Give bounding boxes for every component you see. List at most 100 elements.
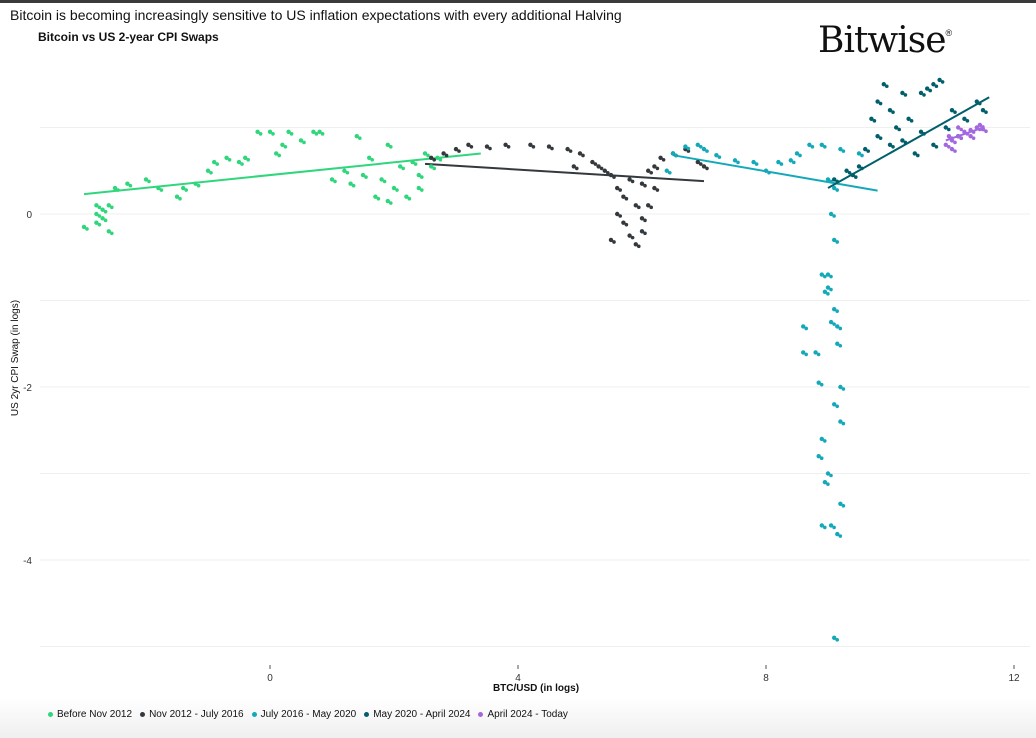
data-point-series-0 [385, 142, 390, 147]
data-point-series-0 [382, 179, 387, 184]
data-point-series-0 [289, 132, 294, 136]
data-point-series-3 [844, 168, 849, 173]
data-point-series-2 [841, 503, 846, 508]
data-point-series-0 [413, 162, 418, 166]
data-point-series-3 [980, 108, 986, 113]
data-point-series-0 [420, 175, 424, 179]
data-point-series-1 [506, 145, 511, 149]
data-point-series-3 [878, 136, 883, 140]
legend-item: May 2020 - April 2024 [364, 709, 470, 720]
data-point-series-3 [860, 166, 864, 171]
x-tick-label: 0 [267, 673, 273, 684]
data-point-series-2 [835, 309, 839, 313]
data-point-series-2 [828, 523, 834, 528]
data-point-series-3 [925, 86, 930, 91]
data-point-series-1 [624, 222, 629, 227]
data-point-series-1 [633, 203, 638, 208]
data-point-series-3 [872, 119, 877, 123]
data-point-series-4 [962, 129, 967, 135]
data-point-series-0 [97, 222, 102, 227]
data-point-series-3 [869, 116, 874, 122]
data-point-series-1 [686, 149, 691, 153]
data-point-series-2 [829, 473, 833, 478]
data-point-series-2 [819, 142, 824, 147]
legend-label: Nov 2012 - July 2016 [149, 709, 244, 720]
data-point-series-2 [804, 326, 808, 331]
legend-dot-icon [140, 712, 146, 717]
data-point-series-1 [602, 168, 607, 173]
chart-title: Bitcoin vs US 2-year CPI Swaps [38, 30, 219, 44]
data-point-series-2 [819, 523, 824, 528]
data-point-series-0 [298, 138, 304, 143]
data-point-series-1 [618, 188, 622, 192]
data-point-series-2 [807, 142, 812, 147]
data-point-series-2 [794, 151, 800, 156]
data-point-series-2 [813, 350, 818, 355]
data-points [81, 77, 988, 642]
data-point-series-0 [100, 207, 105, 212]
data-point-series-0 [147, 179, 151, 184]
trend-line-series-1 [424, 162, 705, 183]
data-point-series-1 [652, 185, 657, 191]
data-point-series-2 [816, 454, 821, 459]
data-point-series-0 [128, 183, 133, 188]
data-point-series-2 [705, 149, 709, 153]
data-point-series-1 [637, 244, 641, 249]
data-point-series-4 [974, 125, 979, 130]
data-point-series-2 [838, 501, 843, 506]
data-point-series-0 [212, 159, 217, 165]
trend-line-series-0 [83, 152, 481, 196]
data-point-series-0 [432, 166, 437, 171]
data-point-series-1 [599, 166, 604, 171]
data-point-series-2 [714, 152, 719, 158]
data-point-series-3 [949, 108, 955, 113]
data-point-series-1 [565, 146, 570, 152]
data-point-series-2 [732, 158, 738, 163]
data-point-series-1 [652, 164, 657, 169]
data-point-series-2 [838, 534, 843, 538]
data-point-series-1 [453, 146, 459, 152]
data-point-series-0 [354, 133, 359, 139]
data-point-series-2 [801, 350, 806, 355]
data-point-series-0 [274, 151, 279, 156]
data-point-series-2 [699, 145, 703, 149]
data-point-series-0 [196, 183, 201, 188]
data-point-series-0 [81, 224, 87, 230]
data-point-series-0 [342, 168, 347, 173]
data-point-series-2 [779, 162, 784, 166]
gridlines [40, 127, 1030, 647]
data-point-series-3 [887, 142, 893, 147]
data-point-series-0 [267, 129, 273, 135]
data-point-series-0 [85, 227, 89, 231]
data-point-series-4 [977, 122, 983, 128]
y-tick-label: -2 [23, 383, 32, 394]
data-point-series-3 [856, 164, 862, 169]
data-point-series-2 [832, 635, 837, 641]
data-point-series-1 [630, 235, 635, 240]
data-point-series-0 [410, 159, 415, 165]
data-point-series-0 [398, 164, 403, 169]
data-point-series-0 [438, 157, 443, 162]
logo-mark: ® [945, 28, 953, 38]
data-point-series-4 [953, 140, 957, 145]
data-point-series-2 [801, 324, 806, 329]
data-point-series-1 [639, 181, 645, 186]
data-point-series-2 [810, 145, 815, 149]
data-point-series-2 [804, 352, 808, 357]
data-point-series-0 [429, 164, 434, 169]
data-point-series-0 [320, 132, 325, 136]
legend-item: April 2024 - Today [478, 709, 568, 720]
data-point-series-2 [826, 292, 830, 296]
data-point-series-1 [528, 142, 533, 147]
data-point-series-2 [825, 285, 831, 290]
y-tick-label: -4 [23, 556, 32, 567]
data-point-series-3 [934, 84, 939, 89]
data-point-series-1 [546, 144, 552, 149]
data-point-series-0 [246, 157, 250, 162]
data-point-series-0 [395, 188, 399, 192]
data-point-series-2 [792, 160, 796, 165]
data-point-series-3 [847, 170, 852, 175]
data-point-series-2 [822, 289, 828, 295]
data-point-series-1 [457, 149, 461, 153]
data-point-series-1 [568, 149, 573, 153]
